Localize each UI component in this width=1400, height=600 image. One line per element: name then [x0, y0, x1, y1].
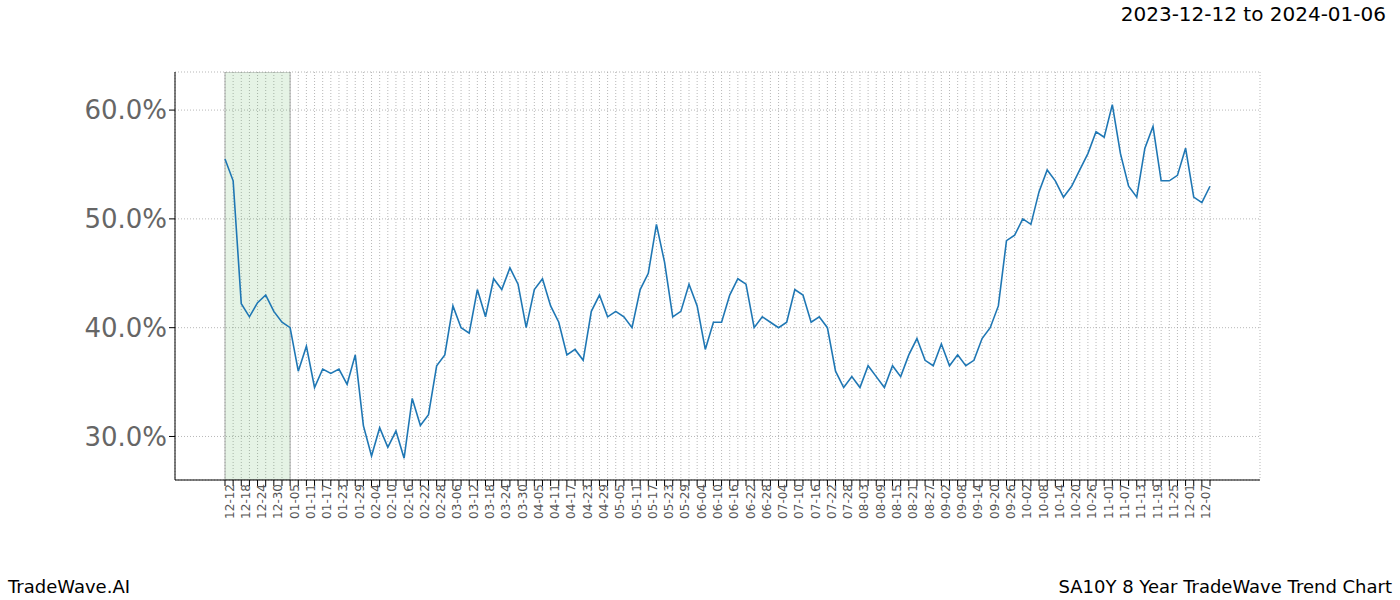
svg-text:08-21: 08-21 — [906, 484, 920, 519]
svg-text:12-30: 12-30 — [271, 484, 285, 519]
svg-text:06-10: 06-10 — [711, 484, 725, 519]
svg-text:02-28: 02-28 — [434, 484, 448, 519]
svg-text:09-08: 09-08 — [955, 484, 969, 519]
svg-text:04-05: 04-05 — [532, 484, 546, 519]
svg-text:05-17: 05-17 — [646, 484, 660, 519]
svg-text:40.0%: 40.0% — [84, 313, 167, 343]
svg-text:11-19: 11-19 — [1151, 484, 1165, 519]
svg-text:08-15: 08-15 — [890, 484, 904, 519]
html-text:SA10Y 8 Year TradeWave Trend C: SA10Y 8 Year TradeWave Trend Chart — [1058, 576, 1392, 597]
svg-text:01-17: 01-17 — [320, 484, 334, 519]
svg-text:05-05: 05-05 — [613, 484, 627, 519]
svg-text:12-07: 12-07 — [1199, 484, 1213, 519]
svg-text:12-01: 12-01 — [1183, 484, 1197, 519]
svg-text:10-26: 10-26 — [1085, 484, 1099, 519]
svg-text:07-16: 07-16 — [809, 484, 823, 519]
svg-text:03-12: 03-12 — [467, 484, 481, 519]
svg-text:04-17: 04-17 — [564, 484, 578, 519]
svg-text:05-11: 05-11 — [630, 484, 644, 519]
svg-text:09-20: 09-20 — [988, 484, 1002, 519]
svg-text:07-04: 07-04 — [776, 484, 790, 519]
svg-text:30.0%: 30.0% — [84, 422, 167, 452]
svg-text:10-20: 10-20 — [1069, 484, 1083, 519]
svg-text:11-07: 11-07 — [1118, 484, 1132, 519]
svg-text:01-05: 01-05 — [288, 484, 302, 519]
svg-text:12-18: 12-18 — [239, 484, 253, 519]
svg-text:01-23: 01-23 — [336, 484, 350, 519]
svg-text:10-02: 10-02 — [1020, 484, 1034, 519]
svg-text:12-24: 12-24 — [255, 484, 269, 519]
html-text:2023-12-12 to 2024-01-06: 2023-12-12 to 2024-01-06 — [1120, 2, 1386, 26]
svg-text:11-01: 11-01 — [1102, 484, 1116, 519]
svg-text:08-27: 08-27 — [923, 484, 937, 519]
svg-text:01-29: 01-29 — [353, 484, 367, 519]
svg-text:07-22: 07-22 — [825, 484, 839, 519]
svg-text:11-25: 11-25 — [1167, 484, 1181, 519]
svg-text:04-23: 04-23 — [581, 484, 595, 519]
svg-text:02-10: 02-10 — [385, 484, 399, 519]
svg-text:09-14: 09-14 — [971, 484, 985, 519]
svg-text:03-06: 03-06 — [450, 484, 464, 519]
svg-text:60.0%: 60.0% — [84, 95, 167, 125]
svg-text:02-22: 02-22 — [418, 484, 432, 519]
svg-text:06-04: 06-04 — [695, 484, 709, 519]
svg-text:06-28: 06-28 — [760, 484, 774, 519]
svg-text:08-09: 08-09 — [874, 484, 888, 519]
svg-text:08-03: 08-03 — [857, 484, 871, 519]
svg-text:11-13: 11-13 — [1134, 484, 1148, 519]
html-text:TradeWave.AI: TradeWave.AI — [8, 576, 130, 597]
svg-text:09-02: 09-02 — [939, 484, 953, 519]
svg-text:50.0%: 50.0% — [84, 204, 167, 234]
svg-text:10-08: 10-08 — [1037, 484, 1051, 519]
svg-text:05-23: 05-23 — [662, 484, 676, 519]
svg-text:09-26: 09-26 — [1004, 484, 1018, 519]
svg-text:06-22: 06-22 — [744, 484, 758, 519]
svg-text:01-11: 01-11 — [304, 484, 318, 519]
svg-text:03-18: 03-18 — [483, 484, 497, 519]
svg-text:07-10: 07-10 — [792, 484, 806, 519]
svg-text:04-11: 04-11 — [548, 484, 562, 519]
svg-text:05-29: 05-29 — [678, 484, 692, 519]
svg-text:02-04: 02-04 — [369, 484, 383, 519]
svg-text:12-12: 12-12 — [223, 484, 237, 519]
svg-text:06-16: 06-16 — [727, 484, 741, 519]
svg-text:04-29: 04-29 — [597, 484, 611, 519]
svg-text:10-14: 10-14 — [1053, 484, 1067, 519]
svg-text:03-24: 03-24 — [499, 484, 513, 519]
svg-text:03-30: 03-30 — [516, 484, 530, 519]
svg-text:07-28: 07-28 — [841, 484, 855, 519]
svg-text:02-16: 02-16 — [402, 484, 416, 519]
